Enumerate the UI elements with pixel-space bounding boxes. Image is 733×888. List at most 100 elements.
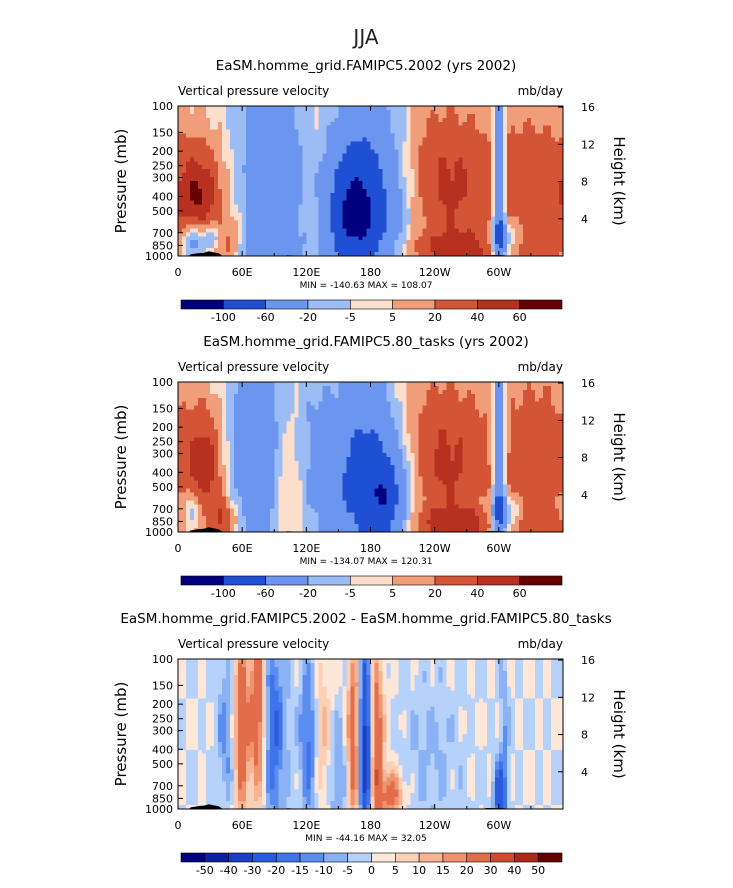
heatmap-cell <box>266 125 271 131</box>
heatmap-cell <box>410 188 416 194</box>
heatmap-cell <box>458 125 464 131</box>
heatmap-cell <box>538 117 544 123</box>
heatmap-cell <box>282 177 287 182</box>
heatmap-cell <box>398 382 404 387</box>
heatmap-cell <box>278 196 283 202</box>
heatmap-cell <box>286 165 291 170</box>
heatmap-cell <box>234 397 239 403</box>
heatmap-cell <box>194 401 199 407</box>
heatmap-cell <box>238 196 243 202</box>
heatmap-cell <box>266 401 271 407</box>
heatmap-cell <box>354 125 360 131</box>
heatmap-cell <box>370 177 376 182</box>
heatmap-cell <box>294 413 299 419</box>
heatmap-cell <box>458 188 464 194</box>
heatmap-cell <box>190 244 195 249</box>
heatmap-cell <box>534 252 540 257</box>
heatmap-cell <box>282 106 287 111</box>
heatmap-cell <box>206 240 211 245</box>
heatmap-cell <box>210 125 215 131</box>
heatmap-cell <box>530 417 536 423</box>
heatmap-cell <box>442 184 448 190</box>
heatmap-cell <box>414 145 420 151</box>
heatmap-cell <box>510 393 516 399</box>
heatmap-cell <box>490 153 496 158</box>
heatmap-cell <box>326 106 331 111</box>
heatmap-cell <box>258 232 263 237</box>
heatmap-cell <box>466 212 472 218</box>
heatmap-cell <box>558 121 564 127</box>
heatmap-cell <box>442 153 448 158</box>
heatmap-cell <box>246 417 251 423</box>
heatmap-cell <box>554 405 560 411</box>
heatmap-cell <box>182 232 187 237</box>
heatmap-cell <box>210 204 215 210</box>
heatmap-cell <box>418 109 424 115</box>
heatmap-cell <box>350 429 356 434</box>
heatmap-cell <box>210 153 215 158</box>
heatmap-cell <box>430 117 436 123</box>
heatmap-cell <box>326 188 331 194</box>
heatmap-cell <box>434 184 440 190</box>
heatmap-cell <box>510 141 516 147</box>
heatmap-cell <box>358 212 364 218</box>
heatmap-cell <box>426 117 432 123</box>
heatmap-cell <box>426 129 432 135</box>
heatmap-cell <box>206 192 211 198</box>
heatmap-cell <box>506 244 512 249</box>
heatmap-cell <box>494 133 500 139</box>
heatmap-cell <box>214 169 219 174</box>
heatmap-cell <box>270 417 275 423</box>
heatmap-cell <box>206 165 211 170</box>
heatmap-cell <box>278 429 283 434</box>
heatmap-cell <box>334 248 340 253</box>
heatmap-cell <box>446 169 452 174</box>
heatmap-cell <box>414 382 420 387</box>
heatmap-cell <box>238 212 243 218</box>
heatmap-cell <box>490 417 496 423</box>
heatmap-cell <box>386 133 392 139</box>
heatmap-cell <box>282 409 287 415</box>
heatmap-cell <box>282 121 287 127</box>
heatmap-cell <box>546 413 552 419</box>
heatmap-cell <box>314 204 319 210</box>
heatmap-cell <box>254 421 259 427</box>
heatmap-cell <box>242 421 247 427</box>
heatmap-cell <box>218 224 223 229</box>
heatmap-cell <box>342 216 348 222</box>
heatmap-cell <box>430 429 436 434</box>
heatmap-cell <box>390 188 396 194</box>
heatmap-cell <box>374 224 380 229</box>
heatmap-cell <box>558 196 564 202</box>
heatmap-cell <box>334 409 340 415</box>
heatmap-cell <box>386 382 392 387</box>
heatmap-cell <box>198 433 203 438</box>
heatmap-cell <box>522 184 528 190</box>
heatmap-cell <box>410 417 416 423</box>
heatmap-cell <box>358 188 364 194</box>
heatmap-cell <box>558 192 564 198</box>
heatmap-cell <box>518 121 524 127</box>
heatmap-cell <box>462 244 468 249</box>
heatmap-cell <box>290 188 295 194</box>
heatmap-cell <box>454 161 460 166</box>
heatmap-cell <box>314 232 319 237</box>
heatmap-cell <box>306 252 311 257</box>
heatmap-cell <box>378 125 384 131</box>
heatmap-cell <box>550 145 556 151</box>
heatmap-cell <box>246 125 251 131</box>
heatmap-cell <box>394 121 400 127</box>
heatmap-cell <box>314 240 319 245</box>
heatmap-cell <box>254 208 259 214</box>
heatmap-cell <box>186 252 191 257</box>
heatmap-cell <box>206 248 211 253</box>
heatmap-cell <box>510 385 516 391</box>
heatmap-cell <box>534 161 540 166</box>
heatmap-cell <box>254 145 259 151</box>
heatmap-cell <box>322 389 327 395</box>
colorbar-swatch <box>434 299 478 310</box>
heatmap-cell <box>390 244 396 249</box>
heatmap-cell <box>194 413 199 419</box>
heatmap-cell <box>506 169 512 174</box>
heatmap-cell <box>322 169 327 174</box>
